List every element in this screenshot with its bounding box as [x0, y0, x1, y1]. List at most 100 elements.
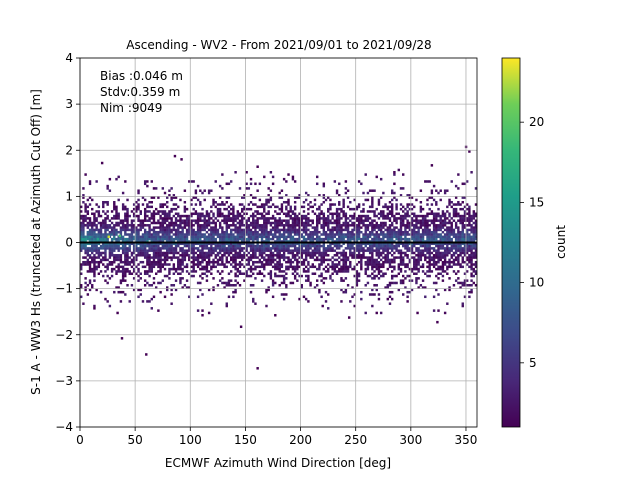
heatmap-cell — [382, 260, 385, 264]
heatmap-cell — [331, 228, 334, 232]
heatmap-cell — [115, 224, 118, 227]
heatmap-cell — [408, 279, 412, 282]
heatmap-cell — [212, 249, 215, 252]
heatmap-cell — [243, 251, 246, 255]
heatmap-cell — [124, 214, 127, 218]
heatmap-cell — [207, 240, 211, 243]
heatmap-cell — [203, 267, 206, 271]
heatmap-cell — [424, 272, 427, 275]
heatmap-cell — [393, 230, 396, 234]
heatmap-cell — [384, 240, 387, 243]
heatmap-cell — [106, 300, 109, 303]
heatmap-cell — [113, 249, 116, 252]
heatmap-cell — [263, 175, 266, 179]
heatmap-cell — [185, 286, 189, 289]
heatmap-cell — [366, 191, 370, 195]
heatmap-cell — [174, 251, 178, 255]
heatmap-cell — [212, 212, 215, 216]
heatmap-cell — [366, 256, 370, 259]
heatmap-cell — [424, 224, 427, 227]
heatmap-cell — [104, 265, 107, 269]
heatmap-cell — [146, 214, 149, 218]
heatmap-cell — [181, 228, 184, 232]
heatmap-cell — [214, 249, 217, 252]
heatmap-cell — [117, 221, 120, 225]
heatmap-cell — [199, 260, 202, 264]
heatmap-cell — [309, 240, 312, 243]
heatmap-cell — [263, 217, 266, 220]
heatmap-cell — [137, 249, 140, 252]
heatmap-cell — [106, 210, 109, 213]
heatmap-cell — [106, 226, 109, 229]
heatmap-cell — [166, 254, 169, 257]
heatmap-cell — [443, 214, 447, 218]
heatmap-cell — [91, 258, 94, 262]
heatmap-cell — [329, 207, 332, 211]
heatmap-cell — [150, 249, 153, 252]
heatmap-cell — [388, 219, 392, 222]
heatmap-cell — [413, 272, 416, 275]
heatmap-cell — [419, 258, 423, 262]
heatmap-cell — [421, 265, 425, 269]
heatmap-cell — [322, 237, 326, 241]
heatmap-cell — [291, 256, 295, 259]
heatmap-cell — [335, 224, 339, 227]
heatmap-cell — [212, 237, 215, 241]
heatmap-cell — [196, 212, 200, 216]
heatmap-cell — [432, 265, 436, 269]
heatmap-cell — [465, 235, 469, 239]
heatmap-cell — [249, 242, 253, 246]
heatmap-cell — [201, 244, 204, 248]
heatmap-cell — [397, 233, 401, 236]
heatmap-cell — [214, 221, 217, 225]
heatmap-cell — [132, 277, 136, 280]
heatmap-cell — [280, 219, 284, 222]
heatmap-cell — [201, 293, 204, 296]
heatmap-cell — [148, 228, 151, 232]
heatmap-cell — [426, 274, 429, 278]
heatmap-cell — [366, 210, 370, 213]
heatmap-cell — [390, 237, 394, 241]
heatmap-cell — [377, 293, 381, 296]
heatmap-cell — [221, 228, 224, 232]
heatmap-cell — [424, 242, 427, 246]
heatmap-cell — [207, 263, 211, 266]
heatmap-cell — [243, 256, 246, 259]
heatmap-cell — [254, 224, 257, 227]
heatmap-cell — [282, 244, 286, 248]
heatmap-cell — [459, 235, 462, 239]
heatmap-cell — [229, 240, 233, 243]
heatmap-cell — [86, 263, 90, 266]
heatmap-cell — [177, 244, 180, 248]
heatmap-cell — [106, 203, 109, 206]
heatmap-cell — [117, 175, 120, 179]
heatmap-cell — [263, 244, 266, 248]
heatmap-cell — [452, 230, 456, 234]
heatmap-cell — [298, 265, 301, 269]
heatmap-cell — [459, 263, 462, 266]
heatmap-cell — [183, 210, 187, 213]
heatmap-cell — [143, 242, 147, 246]
heatmap-cell — [108, 224, 112, 227]
heatmap-cell — [263, 205, 266, 209]
heatmap-cell — [448, 203, 451, 206]
heatmap-cell — [393, 235, 396, 239]
heatmap-cell — [327, 228, 330, 232]
heatmap-cell — [472, 254, 475, 257]
heatmap-cell — [450, 265, 453, 269]
heatmap-cell — [205, 242, 209, 246]
heatmap-cell — [309, 244, 312, 248]
heatmap-cell — [415, 240, 418, 243]
heatmap-cell — [287, 214, 290, 218]
heatmap-cell — [379, 233, 383, 236]
heatmap-cell — [465, 270, 469, 273]
heatmap-cell — [379, 212, 383, 216]
heatmap-cell — [366, 242, 370, 246]
heatmap-cell — [357, 244, 361, 248]
heatmap-cell — [402, 221, 405, 225]
heatmap-cell — [386, 235, 389, 239]
heatmap-cell — [364, 228, 367, 232]
heatmap-cell — [159, 217, 162, 220]
heatmap-cell — [304, 265, 308, 269]
heatmap-cell — [276, 251, 279, 255]
